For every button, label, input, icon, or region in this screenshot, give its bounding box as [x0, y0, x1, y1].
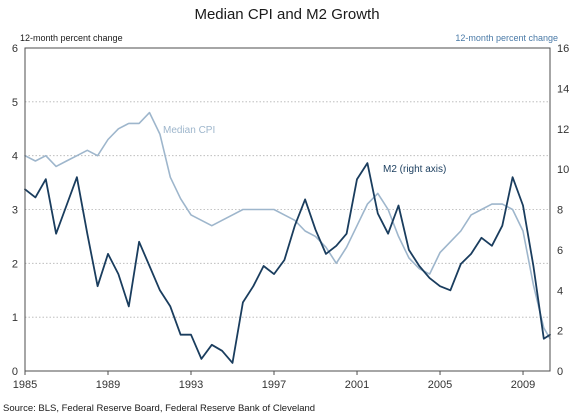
x-tick-label: 2005 — [428, 379, 452, 391]
m2-series-line — [24, 162, 551, 364]
y-left-tick-label: 6 — [12, 43, 18, 55]
grid — [25, 101, 550, 318]
y-right-tick-label: 12 — [557, 124, 569, 136]
y-right-tick-label: 2 — [557, 326, 563, 338]
median-cpi-annotation: Median CPI — [163, 125, 215, 136]
y-right-tick-label: 16 — [557, 43, 569, 55]
y-left-tick-label: 2 — [12, 258, 18, 270]
y-right-tick-label: 14 — [557, 83, 569, 95]
y-right-tick-label: 6 — [557, 245, 563, 257]
x-tick-label: 1993 — [179, 379, 203, 391]
source-note: Source: BLS, Federal Reserve Board, Fede… — [3, 403, 315, 414]
y-left-tick-label: 4 — [12, 151, 18, 163]
y-left-tick-label: 3 — [12, 205, 18, 217]
y-left-tick-label: 0 — [12, 366, 18, 378]
median-cpi-series-line — [24, 111, 551, 340]
y-left-tick-label: 1 — [12, 312, 18, 324]
x-tick-label: 2001 — [345, 379, 369, 391]
y-right-tick-label: 4 — [557, 285, 563, 297]
y-right-tick-label: 8 — [557, 205, 563, 217]
chart-title: Median CPI and M2 Growth — [194, 6, 379, 23]
y-right-tick-label: 0 — [557, 366, 563, 378]
y-left-tick-label: 5 — [12, 97, 18, 109]
left-axis-label: 12-month percent change — [20, 33, 123, 43]
x-tick-label: 1989 — [96, 379, 120, 391]
right-axis-label: 12-month percent change — [455, 33, 558, 43]
x-tick-label: 1985 — [13, 379, 37, 391]
y-right-tick-label: 10 — [557, 164, 569, 176]
plot-frame — [24, 47, 551, 372]
x-tick-label: 1997 — [262, 379, 286, 391]
series-lines — [24, 111, 551, 364]
x-tick-label: 2009 — [511, 379, 535, 391]
m2-annotation: M2 (right axis) — [383, 164, 446, 175]
